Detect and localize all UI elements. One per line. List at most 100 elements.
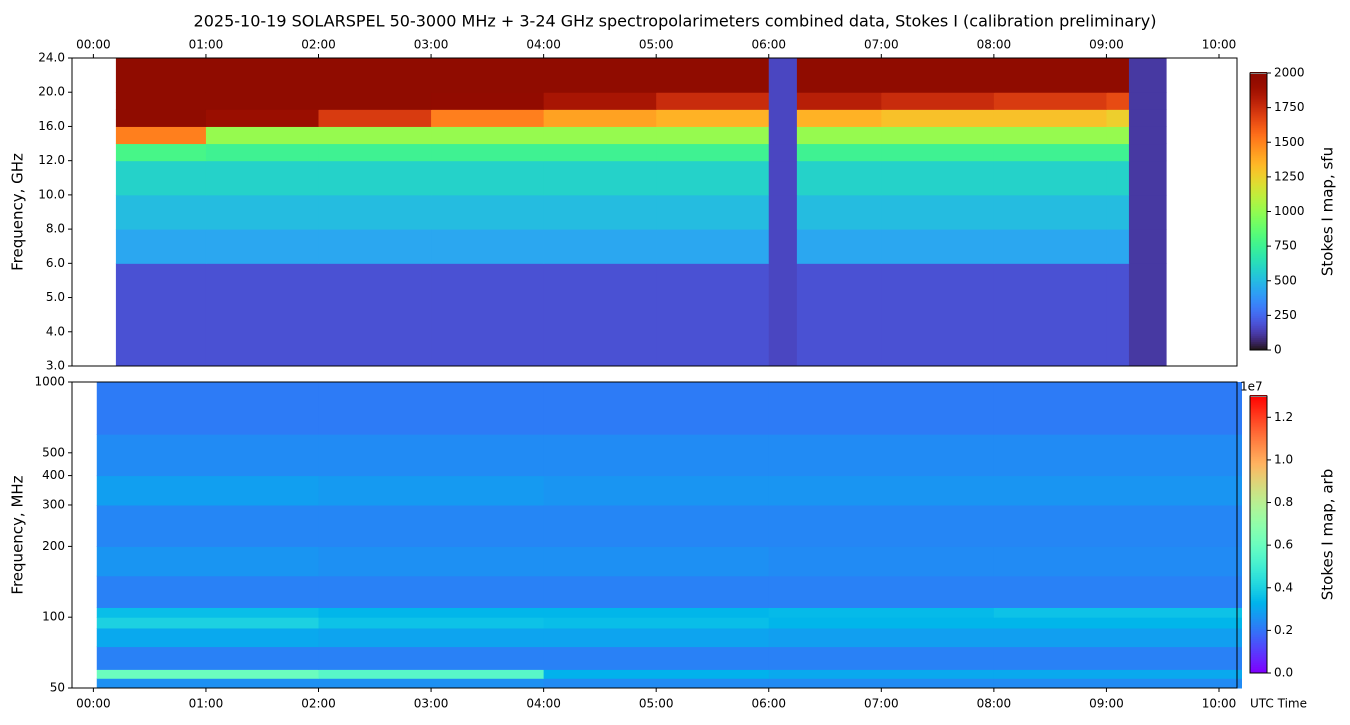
heatmap-cell — [431, 263, 545, 367]
colorbar-segment — [1250, 226, 1267, 229]
colorbar-segment — [1250, 535, 1267, 538]
colorbar-segment — [1250, 465, 1267, 468]
heatmap-cell — [115, 109, 207, 127]
colorbar-segment — [1250, 302, 1267, 305]
heatmap-cell — [881, 229, 995, 264]
heatmap-cell — [318, 627, 545, 648]
x-tick-label: 01:00 — [189, 38, 224, 52]
colorbar-segment — [1250, 469, 1267, 472]
heatmap-cell — [543, 627, 770, 648]
colorbar-segment — [1250, 625, 1267, 628]
heatmap-cell — [993, 646, 1243, 670]
colorbar-tick-label: 1000 — [1274, 204, 1305, 218]
colorbar-segment — [1250, 471, 1267, 474]
colorbar-segment — [1250, 134, 1267, 137]
colorbar-segment — [1250, 188, 1267, 191]
heatmap-cell — [318, 143, 432, 162]
colorbar-segment — [1250, 495, 1267, 498]
colorbar-segment — [1250, 292, 1267, 295]
colorbar-segment — [1250, 447, 1267, 450]
x-tick-label: 02:00 — [301, 38, 336, 52]
colorbar-segment — [1250, 481, 1267, 484]
heatmap-cell — [543, 434, 770, 477]
colorbar-segment — [1250, 112, 1267, 115]
heatmap-cell — [1128, 263, 1167, 367]
colorbar-segment — [1250, 611, 1267, 614]
heatmap-cell — [796, 194, 882, 230]
colorbar-segment — [1250, 629, 1267, 632]
heatmap-cell — [431, 229, 545, 264]
colorbar-segment — [1250, 322, 1267, 325]
colorbar-tick-label: 1750 — [1274, 100, 1305, 114]
colorbar-segment — [1250, 254, 1267, 257]
heatmap-cell — [205, 109, 320, 127]
x-tick-label: 09:00 — [1089, 697, 1124, 711]
heatmap-cell — [543, 109, 657, 127]
colorbar-segment — [1250, 182, 1267, 185]
colorbar-segment — [1250, 589, 1267, 592]
heatmap-cell — [993, 143, 1107, 162]
colorbar-segment — [1250, 583, 1267, 586]
colorbar-tick-label: 0 — [1274, 343, 1282, 357]
heatmap-cell — [543, 678, 770, 689]
colorbar-segment — [1250, 208, 1267, 211]
colorbar-segment — [1250, 595, 1267, 598]
colorbar-segment — [1250, 148, 1267, 151]
heatmap-cell — [543, 58, 657, 93]
heatmap-cell — [318, 475, 545, 506]
colorbar-segment — [1250, 603, 1267, 606]
heatmap-cell — [993, 607, 1243, 618]
colorbar-segment — [1250, 631, 1267, 634]
colorbar-segment — [1250, 214, 1267, 217]
heatmap-cell — [96, 669, 320, 679]
heatmap-cell — [1128, 126, 1167, 145]
heatmap-cell — [205, 126, 320, 145]
colorbar-segment — [1250, 655, 1267, 658]
colorbar-segment — [1250, 505, 1267, 508]
heatmap-cell — [96, 546, 320, 577]
heatmap-cell — [881, 126, 995, 145]
heatmap-cell — [993, 627, 1243, 648]
plot-frame — [71, 381, 1238, 689]
colorbar-segment — [1250, 100, 1267, 103]
x-tick-label: 04:00 — [526, 38, 561, 52]
heatmap-cell — [205, 229, 320, 264]
colorbar-segment — [1250, 635, 1267, 638]
colorbar-segment — [1250, 627, 1267, 630]
colorbar-segment — [1250, 268, 1267, 271]
x-axis-label: UTC Time — [1250, 697, 1307, 711]
heatmap-cell — [543, 160, 657, 196]
colorbar-segment — [1250, 483, 1267, 486]
heatmap-cell — [1106, 58, 1130, 93]
colorbar-segment — [1250, 310, 1267, 313]
colorbar-segment — [1250, 411, 1267, 414]
heatmap-cell — [1128, 229, 1167, 264]
heatmap-cell — [205, 143, 320, 162]
colorbar-segment — [1250, 328, 1267, 331]
heatmap-cell — [796, 143, 882, 162]
colorbar-segment — [1250, 138, 1267, 141]
colorbar-segment — [1250, 453, 1267, 456]
heatmap-cell — [768, 160, 798, 196]
colorbar-label: Stokes I map, sfu — [1319, 147, 1337, 276]
x-tick-label: 07:00 — [864, 38, 899, 52]
heatmap-cell — [543, 504, 770, 547]
colorbar-segment — [1250, 130, 1267, 133]
y-tick-label: 10.0 — [38, 187, 65, 201]
colorbar-segment — [1250, 184, 1267, 187]
x-tick-label: 02:00 — [301, 697, 336, 711]
colorbar-segment — [1250, 198, 1267, 201]
x-tick-label: 08:00 — [977, 697, 1012, 711]
y-tick-label: 1000 — [34, 375, 65, 389]
colorbar-segment — [1250, 288, 1267, 291]
colorbar-segment — [1250, 102, 1267, 105]
heatmap-cell — [796, 160, 882, 196]
colorbar-segment — [1250, 515, 1267, 518]
colorbar-segment — [1250, 270, 1267, 273]
x-tick-label: 06:00 — [751, 38, 786, 52]
heatmap-cell — [881, 109, 995, 127]
heatmap-cell — [1128, 109, 1167, 127]
colorbar-segment — [1250, 433, 1267, 436]
colorbar-segment — [1250, 304, 1267, 307]
colorbar-segment — [1250, 427, 1267, 430]
